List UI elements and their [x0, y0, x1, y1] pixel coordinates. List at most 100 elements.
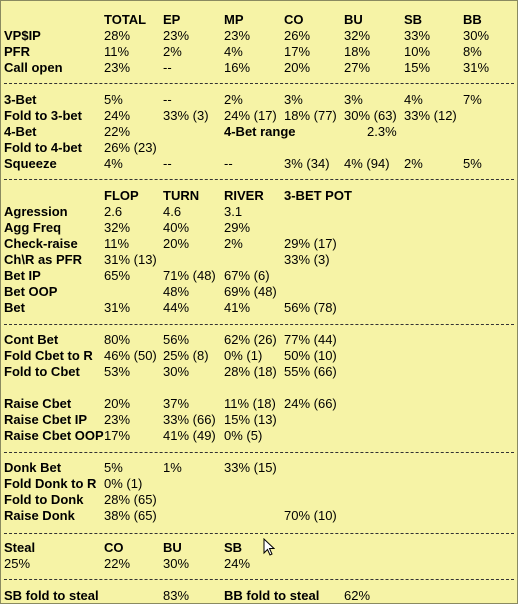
cell: 23%: [224, 28, 251, 43]
row-label: Bet OOP: [4, 284, 58, 299]
col-bb: BB: [463, 12, 482, 27]
col-bu: BU: [344, 12, 363, 27]
cell: 7%: [463, 92, 482, 107]
cell: 56%: [163, 332, 190, 347]
separator: [4, 179, 514, 180]
cell: 71% (48): [163, 268, 216, 283]
cell: 20%: [284, 60, 311, 75]
cell: 2%: [224, 92, 243, 107]
cell: 3.1: [224, 204, 243, 219]
agg-freq-row: Agg Freq 32% 40% 29%: [1, 220, 518, 236]
col-sb: SB: [224, 540, 243, 555]
cell: 50% (10): [284, 348, 337, 363]
col-co: CO: [104, 540, 124, 555]
cell: 41% (49): [163, 428, 216, 443]
fold-cbet-to-r-row: Fold Cbet to R 46% (50) 25% (8) 0% (1) 5…: [1, 348, 518, 364]
cell: 0% (1): [224, 348, 263, 363]
col-turn: TURN: [163, 188, 200, 203]
cell: 83%: [163, 588, 190, 603]
cell: 28%: [104, 28, 131, 43]
cell: 26%: [284, 28, 311, 43]
cell: 2%: [163, 44, 182, 59]
chr-as-pfr-row: Ch\R as PFR 31% (13) 33% (3): [1, 252, 518, 268]
cell: 62% (26): [224, 332, 277, 347]
donk-bet-row: Donk Bet 5% 1% 33% (15): [1, 460, 518, 476]
cell: 1%: [163, 460, 182, 475]
cell: 28% (18): [224, 364, 277, 379]
fold-donk-to-r-row: Fold Donk to R 0% (1): [1, 476, 518, 492]
cell: 48%: [163, 284, 190, 299]
col-river: RIVER: [224, 188, 264, 203]
row-label: Raise Cbet OOP: [4, 428, 104, 443]
cell: 40%: [163, 220, 190, 235]
cell: 53%: [104, 364, 131, 379]
row-label: Call open: [4, 60, 63, 75]
row-label: Agression: [4, 204, 68, 219]
cell: 2%: [404, 156, 423, 171]
pfr-row: PFR 11% 2% 4% 17% 18% 10% 8%: [1, 44, 518, 60]
col-3bet-pot: 3-BET POT: [284, 188, 352, 203]
cell: --: [163, 92, 172, 107]
row-label: 4-Bet: [4, 124, 37, 139]
cont-bet-row: Cont Bet 80% 56% 62% (26) 77% (44): [1, 332, 518, 348]
cell: 33% (15): [224, 460, 277, 475]
cell: 11% (18): [224, 396, 276, 411]
row-label: BB fold to steal: [224, 588, 320, 603]
col-bu: BU: [163, 540, 182, 555]
cell: 4% (94): [344, 156, 390, 171]
cell: --: [163, 60, 172, 75]
cell: 16%: [224, 60, 251, 75]
cell: 30%: [463, 28, 490, 43]
row-label: Fold to Donk: [4, 492, 84, 507]
cell: 15%: [404, 60, 431, 75]
separator: [4, 579, 514, 580]
cell: 29%: [224, 220, 251, 235]
cell: 70% (10): [284, 508, 337, 523]
row-label: Bet: [4, 300, 25, 315]
row-label: Check-raise: [4, 236, 78, 251]
row-label: Fold to 3-bet: [4, 108, 82, 123]
cell: 8%: [463, 44, 482, 59]
separator: [4, 452, 514, 453]
cell: 26% (23): [104, 140, 157, 155]
cell: 20%: [163, 236, 190, 251]
row-label: Ch\R as PFR: [4, 252, 83, 267]
row-label: Bet IP: [4, 268, 41, 283]
cell: 17%: [104, 428, 131, 443]
fold-to-donk-row: Fold to Donk 28% (65): [1, 492, 518, 508]
cell: 33% (3): [163, 108, 209, 123]
vpip-row: VP$IP 28% 23% 23% 26% 32% 33% 30%: [1, 28, 518, 44]
cell: 4%: [404, 92, 423, 107]
cell: 0% (5): [224, 428, 263, 443]
cell: 10%: [404, 44, 431, 59]
cell: 3%: [344, 92, 363, 107]
cell: 55% (66): [284, 364, 337, 379]
cell: 28% (65): [104, 492, 157, 507]
squeeze-row: Squeeze 4% -- -- 3% (34) 4% (94) 2% 5%: [1, 156, 518, 172]
cell: 24%: [104, 108, 131, 123]
fold-to-steal-row: SB fold to steal 83% BB fold to steal 62…: [1, 588, 518, 604]
cell: 30%: [163, 364, 190, 379]
row-label: Raise Donk: [4, 508, 75, 523]
cell: 2%: [224, 236, 243, 251]
raise-cbet-oop-row: Raise Cbet OOP 17% 41% (49) 0% (5): [1, 428, 518, 444]
row-label: Cont Bet: [4, 332, 59, 347]
cell: 41%: [224, 300, 251, 315]
cell: 33%: [404, 28, 431, 43]
positions-header-row: TOTAL EP MP CO BU SB BB: [1, 12, 518, 28]
row-label: Squeeze: [4, 156, 57, 171]
col-mp: MP: [224, 12, 244, 27]
cell: 2.6: [104, 204, 123, 219]
cell: 18% (77): [284, 108, 337, 123]
cell: 2.3%: [367, 124, 397, 139]
cell: 31%: [104, 300, 131, 315]
cell: 32%: [104, 220, 131, 235]
cell: 69% (48): [224, 284, 277, 299]
cell: 37%: [163, 396, 190, 411]
cell: 27%: [344, 60, 371, 75]
cell: 56% (78): [284, 300, 337, 315]
cell: 15% (13): [224, 412, 277, 427]
cell: 4%: [224, 44, 243, 59]
cell: 23%: [163, 28, 190, 43]
